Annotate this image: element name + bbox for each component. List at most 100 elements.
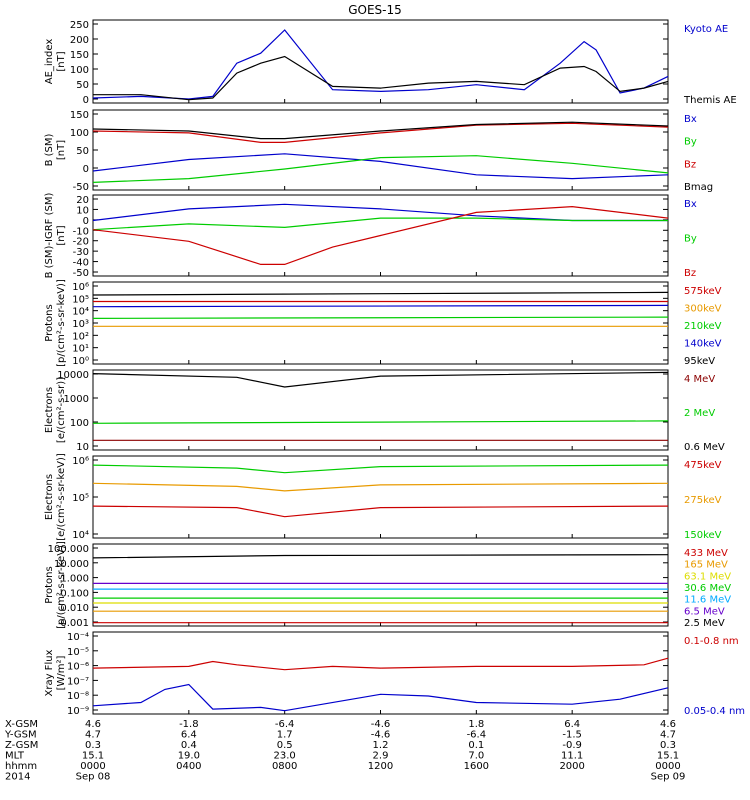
ephem-row-label: X-GSM [5, 719, 38, 730]
legend-label: 11.6 MeV [684, 595, 731, 606]
ephem-value: 6.4 [564, 719, 580, 730]
y-axis-label: AE_index [44, 39, 55, 85]
y-tick-label: 10⁴ [72, 307, 89, 318]
legend-label: Bz [684, 268, 696, 279]
y-tick-label: -10 [73, 226, 89, 237]
ephem-value: -6.4 [467, 730, 487, 741]
y-tick-label: 10⁻⁴ [67, 632, 89, 643]
y-tick-label: 150 [70, 50, 89, 61]
y-tick-label: 10 [76, 205, 89, 216]
ephem-value: 2.9 [373, 751, 389, 762]
legend-label: 150keV [684, 530, 722, 541]
legend-label: By [684, 233, 697, 244]
ephem-value: 1200 [368, 761, 393, 772]
ephem-value: -1.5 [562, 730, 582, 741]
ephem-row-label: 2014 [5, 772, 30, 783]
y-tick-label: 10⁻⁷ [67, 676, 89, 687]
legend-label: 95keV [684, 356, 715, 367]
y-tick-label: 200 [70, 35, 89, 46]
ephem-row-label: Z-GSM [5, 740, 38, 751]
plot-frame [92, 455, 669, 539]
start-date: Sep 08 [76, 772, 111, 783]
panel-6: 10⁶ 10⁵ 10⁴ Electrons [e/(cm²-s-sr-keV)] 475k… [44, 453, 722, 541]
legend-label: 300keV [684, 303, 722, 314]
y-tick-label: 10⁶ [72, 456, 89, 467]
ephem-value: 0400 [176, 761, 201, 772]
y-axis-label: [nT] [56, 225, 67, 245]
legend-label: 30.6 MeV [684, 583, 731, 594]
ephem-value: 0800 [272, 761, 297, 772]
legend-label: Bmag [684, 182, 713, 193]
y-tick-label: 10⁻⁶ [67, 662, 89, 673]
legend-label: 575keV [684, 286, 722, 297]
y-tick-label: 10⁻⁵ [67, 647, 89, 658]
figure-title: GOES-15 [348, 3, 402, 17]
y-tick-label: 50 [76, 146, 89, 157]
series-line-themis-ae [93, 55, 669, 101]
legend-label: 4 MeV [684, 374, 715, 385]
y-tick-label: -50 [73, 268, 89, 279]
ephem-value: 23.0 [274, 751, 296, 762]
series-line-by [92, 217, 668, 231]
y-axis-label: Xray Flux [44, 649, 55, 696]
y-axis-label: B (SM) [44, 133, 55, 166]
plot-frame [92, 631, 669, 715]
y-tick-label: 0.100 [60, 588, 89, 599]
ephem-value: 0.4 [181, 740, 197, 751]
panel-2: 150 100 50 0 -50 B (SM) [nT] Bx By Bz Bmag [44, 109, 713, 193]
legend-label: 6.5 MeV [684, 606, 725, 617]
y-tick-label: 1.000 [60, 574, 89, 585]
ephem-value: 4.6 [85, 719, 101, 730]
ephem-value: 4.7 [85, 730, 101, 741]
y-tick-label: -40 [73, 258, 89, 269]
legend-label: 0.1-0.8 nm [684, 636, 739, 647]
ephem-value: 0.1 [468, 740, 484, 751]
ephem-value: 0.3 [85, 740, 101, 751]
legend-label: 2.5 MeV [684, 618, 725, 629]
y-tick-label: 10⁰ [72, 356, 89, 367]
panel-8: 10⁻⁴ 10⁻⁵ 10⁻⁶ 10⁻⁷ 10⁻⁸ 10⁻⁹ Xray Flux [W/m²] 0… [44, 631, 745, 717]
series-line-0.1-0.8-nm [92, 657, 669, 671]
y-axis-label: [nT] [56, 51, 67, 71]
y-tick-label: 10 [76, 442, 89, 453]
y-tick-label: 10⁵ [72, 294, 89, 305]
y-tick-label: 100 [70, 65, 89, 76]
ephem-value: -1.8 [179, 719, 199, 730]
y-tick-label: 50 [76, 80, 89, 91]
y-axis-label: Protons [44, 566, 55, 603]
ephem-value: -6.4 [275, 719, 295, 730]
y-tick-label: -30 [73, 247, 89, 258]
series-line-0.05-0.4-nm [92, 683, 669, 712]
y-tick-label: 10⁻⁸ [67, 691, 89, 702]
ephem-row-label: Y-GSM [4, 730, 37, 741]
plot-frame [92, 19, 669, 104]
plot-frame [92, 369, 669, 451]
series-line-kyoto-ae [92, 29, 669, 100]
legend-label: By [684, 137, 697, 148]
ephem-value: -4.6 [371, 730, 391, 741]
y-axis-label: [e/(cm²-s-sr)] [56, 377, 67, 443]
series-line-275kev [92, 482, 669, 492]
y-tick-label: 10⁻⁹ [67, 706, 89, 717]
y-tick-label: 10³ [72, 319, 89, 330]
series-line-210kev [92, 316, 669, 319]
ephem-value: -0.9 [562, 740, 582, 751]
ephem-value: 6.4 [181, 730, 197, 741]
panel-5: 10000 1000 100 10 Electrons [e/(cm²-s-sr)] 4 M… [44, 369, 725, 453]
legend-label: Bx [684, 114, 697, 125]
y-tick-label: 10⁶ [72, 282, 89, 293]
ephem-value: 0000 [80, 761, 105, 772]
y-axis-label: B (SM)-IGRF (SM) [44, 193, 55, 279]
ephem-value: 15.1 [82, 751, 104, 762]
y-tick-label: 1000 [64, 394, 89, 405]
ephem-value: 1.8 [468, 719, 484, 730]
series-line-475kev [92, 505, 669, 518]
y-tick-label: 10² [72, 331, 89, 342]
y-tick-label: 0 [83, 216, 89, 227]
ephem-value: 1600 [464, 761, 489, 772]
series-line-95kev [92, 291, 669, 296]
ephem-value: 1.7 [277, 730, 293, 741]
y-axis-label: Electrons [44, 474, 55, 520]
